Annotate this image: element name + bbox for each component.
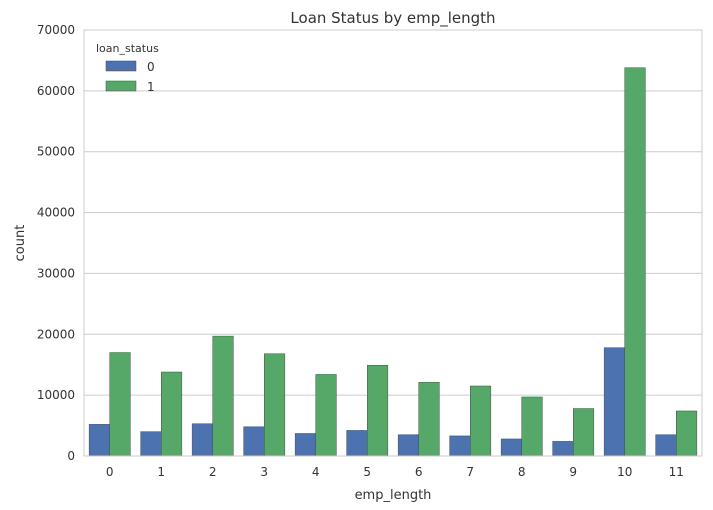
y-tick-label: 40000 xyxy=(37,206,75,220)
bar-series-1-cat-8 xyxy=(521,396,543,457)
bar-series-0-cat-8 xyxy=(500,438,522,457)
x-tick-label: 2 xyxy=(209,465,217,479)
x-tick-label: 1 xyxy=(157,465,165,479)
grid-lines xyxy=(84,29,702,457)
bar-series-1-cat-11 xyxy=(676,410,698,457)
bar-series-0-cat-9 xyxy=(552,441,574,457)
bar-series-1-cat-2 xyxy=(212,335,234,457)
y-tick-label: 60000 xyxy=(37,84,75,98)
bar-series-1-cat-7 xyxy=(470,385,492,457)
y-tick-label: 30000 xyxy=(37,266,75,280)
legend-swatch-0 xyxy=(105,60,137,72)
y-tick-label: 50000 xyxy=(37,145,75,159)
bar-series-1-cat-4 xyxy=(315,374,337,457)
x-tick-label: 4 xyxy=(312,465,320,479)
bar-series-1-cat-9 xyxy=(573,408,595,457)
bars xyxy=(88,67,698,457)
y-tick-label: 10000 xyxy=(37,388,75,402)
bar-series-0-cat-2 xyxy=(191,423,213,457)
legend: loan_status 0 1 xyxy=(96,42,159,94)
bar-series-0-cat-3 xyxy=(243,426,265,457)
bar-series-1-cat-6 xyxy=(418,382,440,457)
bar-series-0-cat-4 xyxy=(294,433,316,457)
plot-frame xyxy=(83,29,703,457)
x-axis-title: emp_length xyxy=(355,488,432,503)
x-tick-label: 10 xyxy=(617,465,632,479)
x-tick-label: 6 xyxy=(415,465,423,479)
bar-series-0-cat-11 xyxy=(655,434,677,457)
x-tick-label: 0 xyxy=(106,465,114,479)
bar-series-1-cat-3 xyxy=(264,353,286,457)
x-tick-label: 8 xyxy=(518,465,526,479)
bar-series-1-cat-10 xyxy=(624,67,646,457)
x-tick-label: 5 xyxy=(363,465,371,479)
axes: 0 10000 20000 30000 40000 50000 60000 70000 0 1 2 3… xyxy=(37,23,703,479)
bar-series-0-cat-7 xyxy=(449,435,471,457)
bar-series-0-cat-10 xyxy=(603,347,626,457)
x-tick-label: 3 xyxy=(260,465,268,479)
bar-series-0-cat-0 xyxy=(88,424,111,457)
bar-series-1-cat-1 xyxy=(161,371,183,457)
bar-series-1-cat-0 xyxy=(109,352,131,457)
bar-series-0-cat-6 xyxy=(397,434,419,457)
x-tick-label: 11 xyxy=(669,465,684,479)
y-tick-label: 70000 xyxy=(37,23,75,37)
legend-swatch-1 xyxy=(105,80,137,92)
x-tick-label: 9 xyxy=(569,465,577,479)
y-tick-label: 0 xyxy=(67,449,75,463)
bar-series-1-cat-5 xyxy=(367,365,389,457)
legend-title: loan_status xyxy=(96,42,159,55)
y-axis-title: count xyxy=(13,225,28,262)
y-tick-label: 20000 xyxy=(37,327,75,341)
legend-label-0: 0 xyxy=(147,60,155,74)
bar-series-0-cat-5 xyxy=(346,430,368,457)
x-tick-label: 7 xyxy=(466,465,474,479)
legend-label-1: 1 xyxy=(147,80,155,94)
chart-title: Loan Status by emp_length xyxy=(290,9,495,28)
bar-series-0-cat-1 xyxy=(140,431,162,457)
